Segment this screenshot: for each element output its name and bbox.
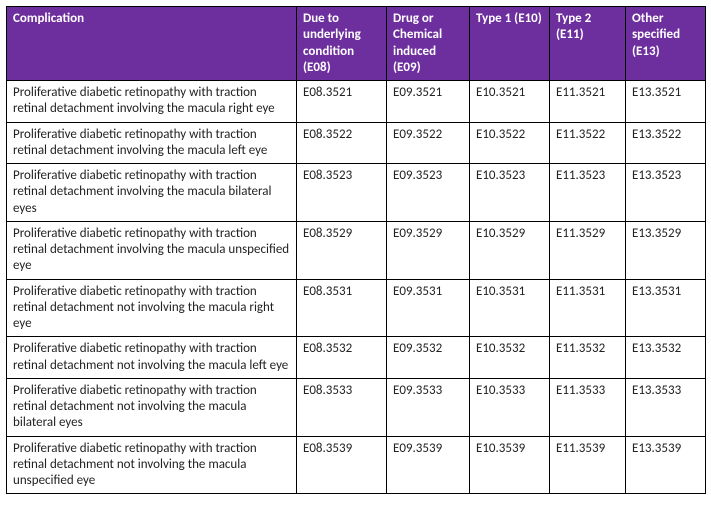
cell-e08: E08.3529: [297, 221, 387, 279]
cell-e10: E10.3521: [470, 81, 550, 123]
table-row: Proliferative diabetic retinopathy with …: [7, 279, 706, 337]
cell-complication: Proliferative diabetic retinopathy with …: [7, 337, 297, 379]
cell-e10: E10.3539: [470, 436, 550, 494]
cell-e09: E09.3522: [387, 122, 470, 164]
cell-e13: E13.3522: [626, 122, 706, 164]
cell-complication: Proliferative diabetic retinopathy with …: [7, 279, 297, 337]
cell-e09: E09.3521: [387, 81, 470, 123]
cell-e10: E10.3533: [470, 378, 550, 436]
cell-e09: E09.3533: [387, 378, 470, 436]
col-header-e11: Type 2 (E11): [550, 7, 626, 81]
cell-e10: E10.3532: [470, 337, 550, 379]
cell-e11: E11.3529: [550, 221, 626, 279]
cell-e11: E11.3522: [550, 122, 626, 164]
table-row: Proliferative diabetic retinopathy with …: [7, 81, 706, 123]
header-row: Complication Due to underlying condition…: [7, 7, 706, 81]
cell-e08: E08.3523: [297, 164, 387, 222]
codes-table: Complication Due to underlying condition…: [6, 6, 706, 494]
col-header-e13: Other specified (E13): [626, 7, 706, 81]
cell-complication: Proliferative diabetic retinopathy with …: [7, 122, 297, 164]
table-head: Complication Due to underlying condition…: [7, 7, 706, 81]
col-header-e08: Due to underlying condition (E08): [297, 7, 387, 81]
table-row: Proliferative diabetic retinopathy with …: [7, 378, 706, 436]
cell-e11: E11.3531: [550, 279, 626, 337]
cell-complication: Proliferative diabetic retinopathy with …: [7, 378, 297, 436]
cell-e10: E10.3529: [470, 221, 550, 279]
cell-e13: E13.3539: [626, 436, 706, 494]
cell-e13: E13.3531: [626, 279, 706, 337]
cell-e11: E11.3532: [550, 337, 626, 379]
cell-e13: E13.3533: [626, 378, 706, 436]
col-header-complication: Complication: [7, 7, 297, 81]
cell-e08: E08.3522: [297, 122, 387, 164]
cell-e08: E08.3532: [297, 337, 387, 379]
cell-e13: E13.3529: [626, 221, 706, 279]
cell-e08: E08.3531: [297, 279, 387, 337]
cell-e09: E09.3529: [387, 221, 470, 279]
cell-e09: E09.3531: [387, 279, 470, 337]
table-row: Proliferative diabetic retinopathy with …: [7, 436, 706, 494]
cell-e08: E08.3539: [297, 436, 387, 494]
cell-e10: E10.3531: [470, 279, 550, 337]
cell-e08: E08.3521: [297, 81, 387, 123]
table-body: Proliferative diabetic retinopathy with …: [7, 81, 706, 494]
cell-e11: E11.3533: [550, 378, 626, 436]
cell-complication: Proliferative diabetic retinopathy with …: [7, 81, 297, 123]
cell-e11: E11.3523: [550, 164, 626, 222]
table-row: Proliferative diabetic retinopathy with …: [7, 164, 706, 222]
col-header-e10: Type 1 (E10): [470, 7, 550, 81]
cell-e08: E08.3533: [297, 378, 387, 436]
cell-e09: E09.3539: [387, 436, 470, 494]
cell-e13: E13.3523: [626, 164, 706, 222]
cell-complication: Proliferative diabetic retinopathy with …: [7, 221, 297, 279]
table-row: Proliferative diabetic retinopathy with …: [7, 221, 706, 279]
table-row: Proliferative diabetic retinopathy with …: [7, 337, 706, 379]
cell-e13: E13.3521: [626, 81, 706, 123]
cell-e13: E13.3532: [626, 337, 706, 379]
cell-e11: E11.3539: [550, 436, 626, 494]
cell-e09: E09.3523: [387, 164, 470, 222]
cell-complication: Proliferative diabetic retinopathy with …: [7, 436, 297, 494]
cell-e10: E10.3522: [470, 122, 550, 164]
cell-e11: E11.3521: [550, 81, 626, 123]
cell-complication: Proliferative diabetic retinopathy with …: [7, 164, 297, 222]
cell-e10: E10.3523: [470, 164, 550, 222]
col-header-e09: Drug or Chemical induced (E09): [387, 7, 470, 81]
cell-e09: E09.3532: [387, 337, 470, 379]
table-row: Proliferative diabetic retinopathy with …: [7, 122, 706, 164]
